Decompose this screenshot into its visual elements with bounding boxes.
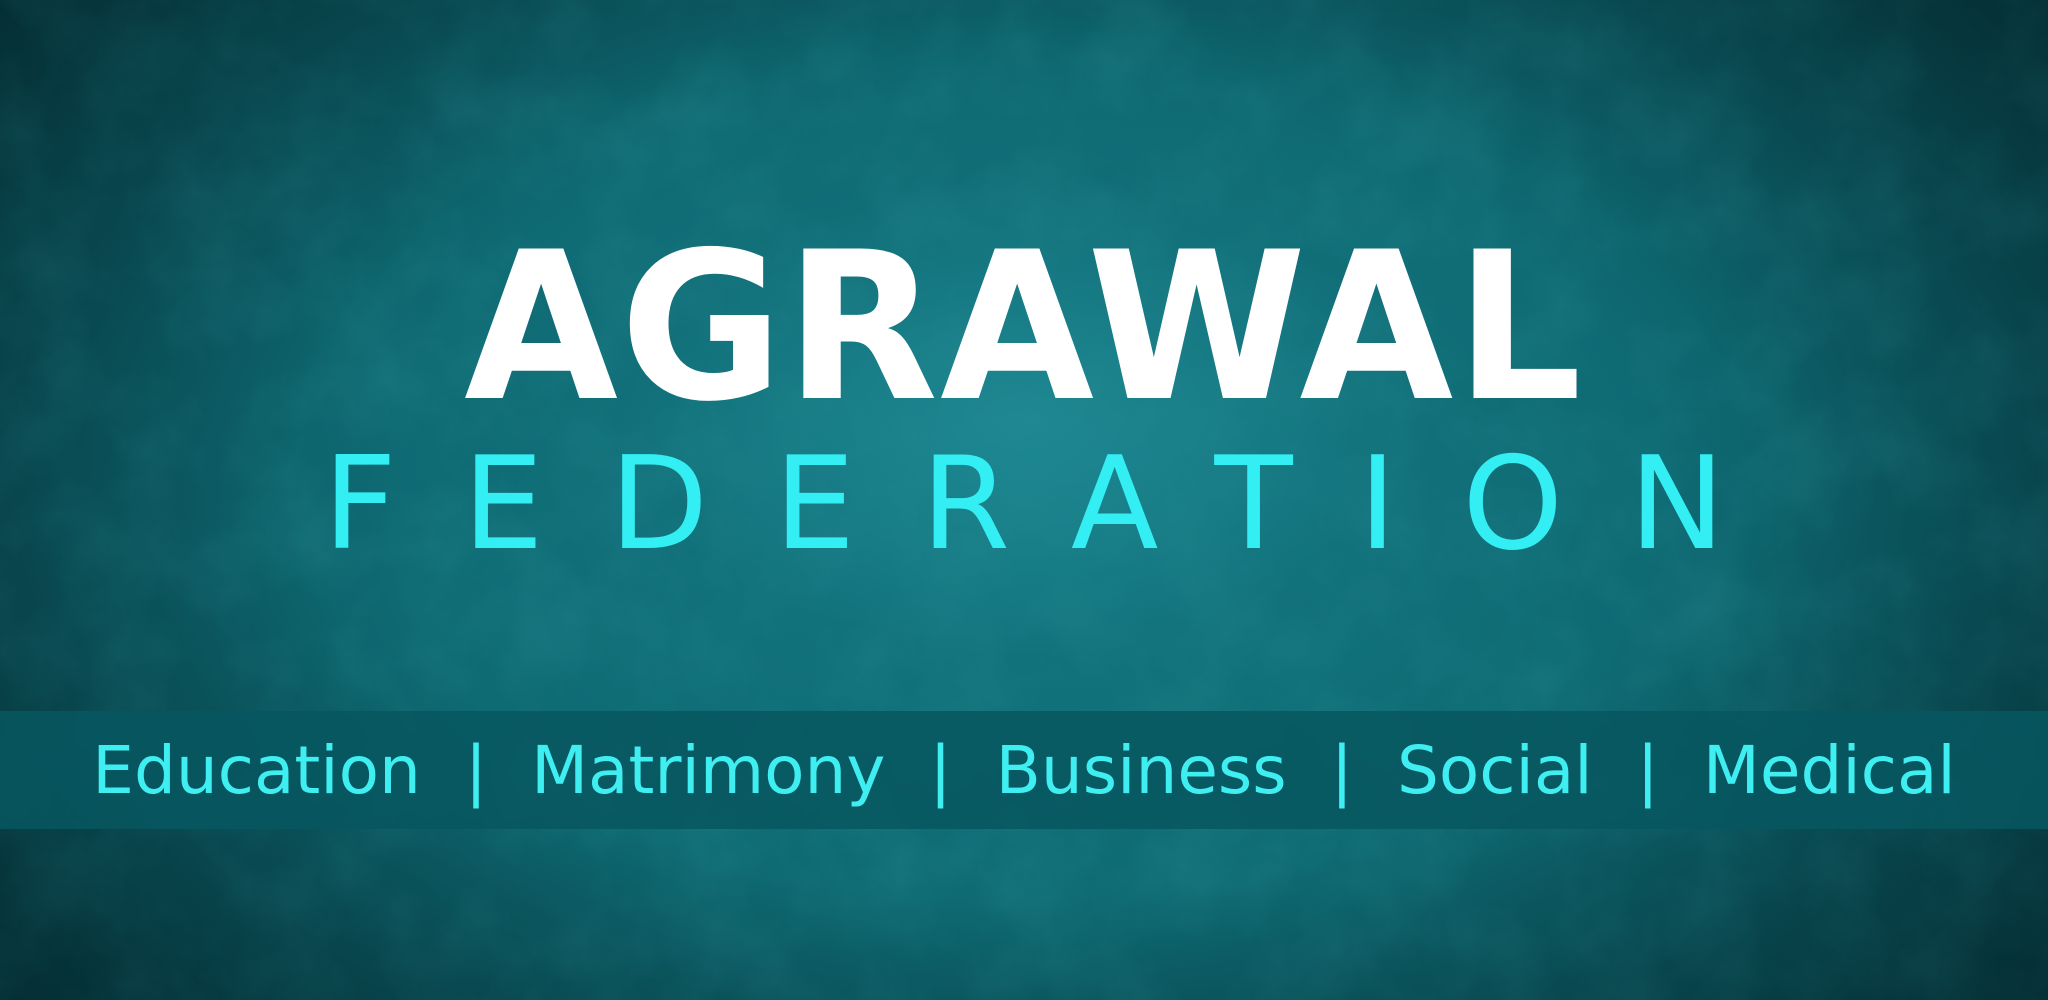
category-separator: | [1330,731,1353,809]
category-business: Business [995,731,1287,809]
category-medical: Medical [1702,731,1956,809]
category-separator: | [929,731,952,809]
category-education: Education [92,731,421,809]
category-separator: | [464,731,488,809]
category-strip: Education | Matrimony | Business | Socia… [0,711,2048,829]
category-matrimony: Matrimony [531,731,886,809]
brand-subtitle: FEDERATION [323,430,1791,579]
brand-title: AGRAWAL [464,209,1584,447]
category-separator: | [1636,731,1659,809]
category-social: Social [1396,731,1593,809]
